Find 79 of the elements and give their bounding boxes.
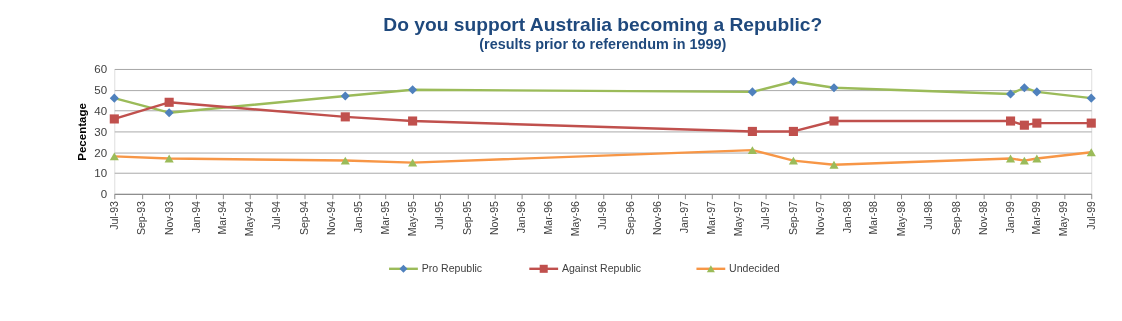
x-tick-label: Nov-94: [325, 200, 338, 236]
x-tick-label: Jul-97: [759, 200, 772, 230]
x-tick-label: Jul-98: [921, 200, 934, 230]
y-axis-title: Pecentage: [75, 102, 88, 161]
point: [340, 91, 350, 101]
point: [340, 156, 350, 165]
x-tick-label: Nov-98: [976, 200, 989, 236]
x-tick-label: May-98: [894, 200, 907, 237]
y-tick-label: 0: [100, 188, 108, 201]
point: [1019, 83, 1029, 93]
y-tick-label: 10: [94, 167, 108, 180]
x-tick-label: Sep-95: [460, 200, 473, 236]
x-tick-label: Mar-95: [378, 200, 391, 235]
point: [1019, 156, 1029, 165]
point: [408, 116, 418, 126]
point: [747, 87, 757, 97]
x-tick-label: Jul-99: [1084, 200, 1097, 230]
point: [1086, 148, 1096, 157]
x-tick-label: Sep-97: [786, 200, 799, 236]
point: [408, 85, 418, 95]
point: [747, 146, 757, 155]
point: [788, 76, 798, 87]
x-tick-label: Jan-97: [678, 200, 691, 234]
x-tick-label: Jan-94: [189, 200, 202, 234]
point: [164, 108, 174, 118]
x-tick-label: Nov-95: [488, 200, 501, 236]
x-tick-label: May-95: [405, 200, 418, 237]
x-tick-label: Mar-99: [1030, 200, 1043, 235]
point: [1086, 118, 1096, 128]
x-tick-label: May-99: [1057, 200, 1070, 237]
point: [109, 114, 119, 124]
x-tick-label: Jul-93: [107, 200, 120, 230]
y-tick-label: 30: [94, 125, 108, 138]
x-tick-label: Nov-96: [651, 200, 664, 236]
point: [829, 160, 839, 169]
point: [408, 158, 418, 167]
point: [788, 126, 798, 136]
x-tick-label: Jul-95: [433, 200, 446, 230]
point: [1032, 87, 1042, 97]
x-tick-label: Sep-96: [624, 200, 637, 236]
legend-label: Undecided: [729, 261, 780, 274]
point: [1019, 120, 1029, 130]
x-tick-label: Sep-94: [298, 200, 311, 236]
x-tick-label: Nov-97: [813, 200, 826, 236]
x-tick-label: Jan-98: [841, 200, 854, 234]
x-tick-label: Mar-94: [216, 200, 229, 235]
point: [1032, 118, 1042, 128]
x-tick-label: Sep-93: [135, 200, 148, 236]
y-tick-label: 60: [94, 63, 108, 76]
point: [340, 112, 350, 122]
x-tick-label: Sep-98: [949, 200, 962, 236]
x-tick-label: Mar-98: [867, 200, 880, 235]
x-tick-label: May-94: [243, 200, 256, 237]
point: [1086, 93, 1096, 103]
point: [164, 97, 174, 107]
x-tick-label: Mar-97: [704, 200, 717, 235]
point: [829, 116, 839, 126]
chart-title: Do you support Australia becoming a Republic?: [383, 13, 823, 35]
x-tick-label: Jul-96: [596, 200, 609, 230]
point: [1006, 116, 1016, 126]
x-tick-label: Jan-96: [515, 200, 528, 234]
point: [788, 156, 798, 165]
point: [109, 93, 119, 103]
chart-subtitle: (results prior to referendum in 1999): [479, 35, 727, 52]
point: [747, 126, 757, 136]
point: [1006, 89, 1016, 99]
x-tick-label: Nov-93: [162, 200, 175, 236]
point: [829, 83, 839, 93]
x-tick-label: May-97: [731, 200, 744, 237]
x-tick-label: Jan-99: [1003, 200, 1016, 234]
x-tick-label: Mar-96: [541, 200, 554, 235]
legend-label: Pro Republic: [421, 261, 483, 274]
y-tick-label: 20: [94, 146, 108, 159]
x-tick-label: May-96: [569, 200, 582, 237]
x-tick-label: Jul-94: [270, 200, 283, 230]
legend-label: Against Republic: [561, 261, 642, 274]
x-tick-label: Jan-95: [352, 200, 365, 234]
y-tick-label: 40: [94, 104, 108, 117]
y-tick-label: 50: [94, 84, 108, 97]
